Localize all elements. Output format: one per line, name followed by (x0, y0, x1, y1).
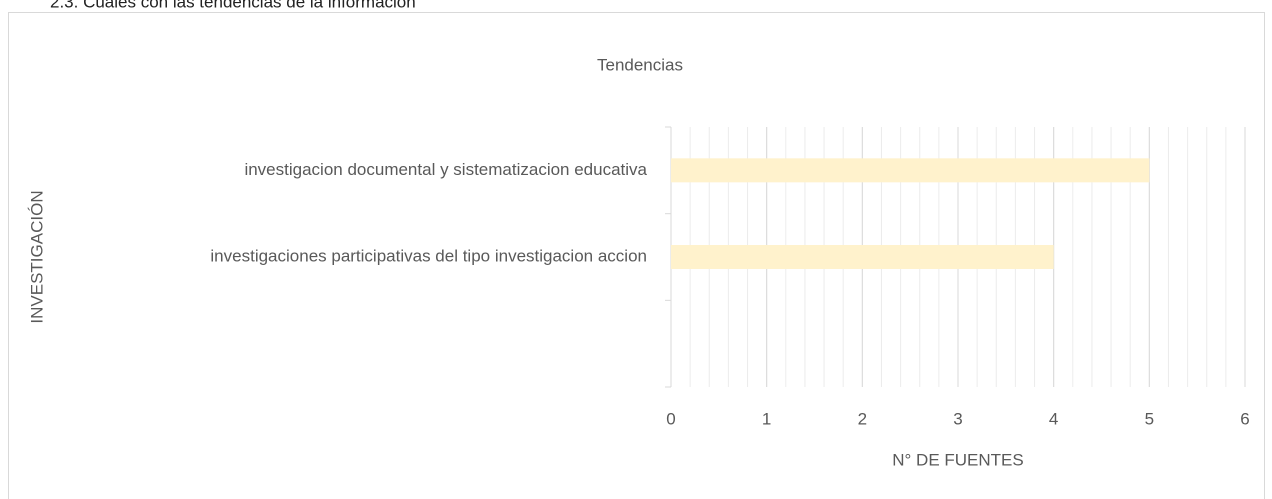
y-tick-label: investigacion documental y sistematizaci… (244, 160, 647, 179)
x-tick-label: 0 (666, 409, 675, 428)
x-axis-title: N° DE FUENTES (892, 450, 1023, 469)
bar (671, 158, 1150, 183)
bar (671, 245, 1054, 269)
x-tick-label: 5 (1145, 409, 1154, 428)
section-heading: 2.3. Cuales con las tendencias de la inf… (50, 0, 416, 11)
y-axis-title: INVESTIGACIÓN (27, 190, 46, 323)
x-tick-label: 6 (1240, 409, 1249, 428)
x-tick-label: 2 (858, 409, 867, 428)
y-tick-label: investigaciones participativas del tipo … (210, 246, 647, 265)
x-tick-label: 1 (762, 409, 771, 428)
x-tick-label: 3 (953, 409, 962, 428)
x-tick-label: 4 (1049, 409, 1058, 428)
chart-title: Tendencias (597, 55, 683, 74)
chart-frame (8, 12, 1265, 499)
